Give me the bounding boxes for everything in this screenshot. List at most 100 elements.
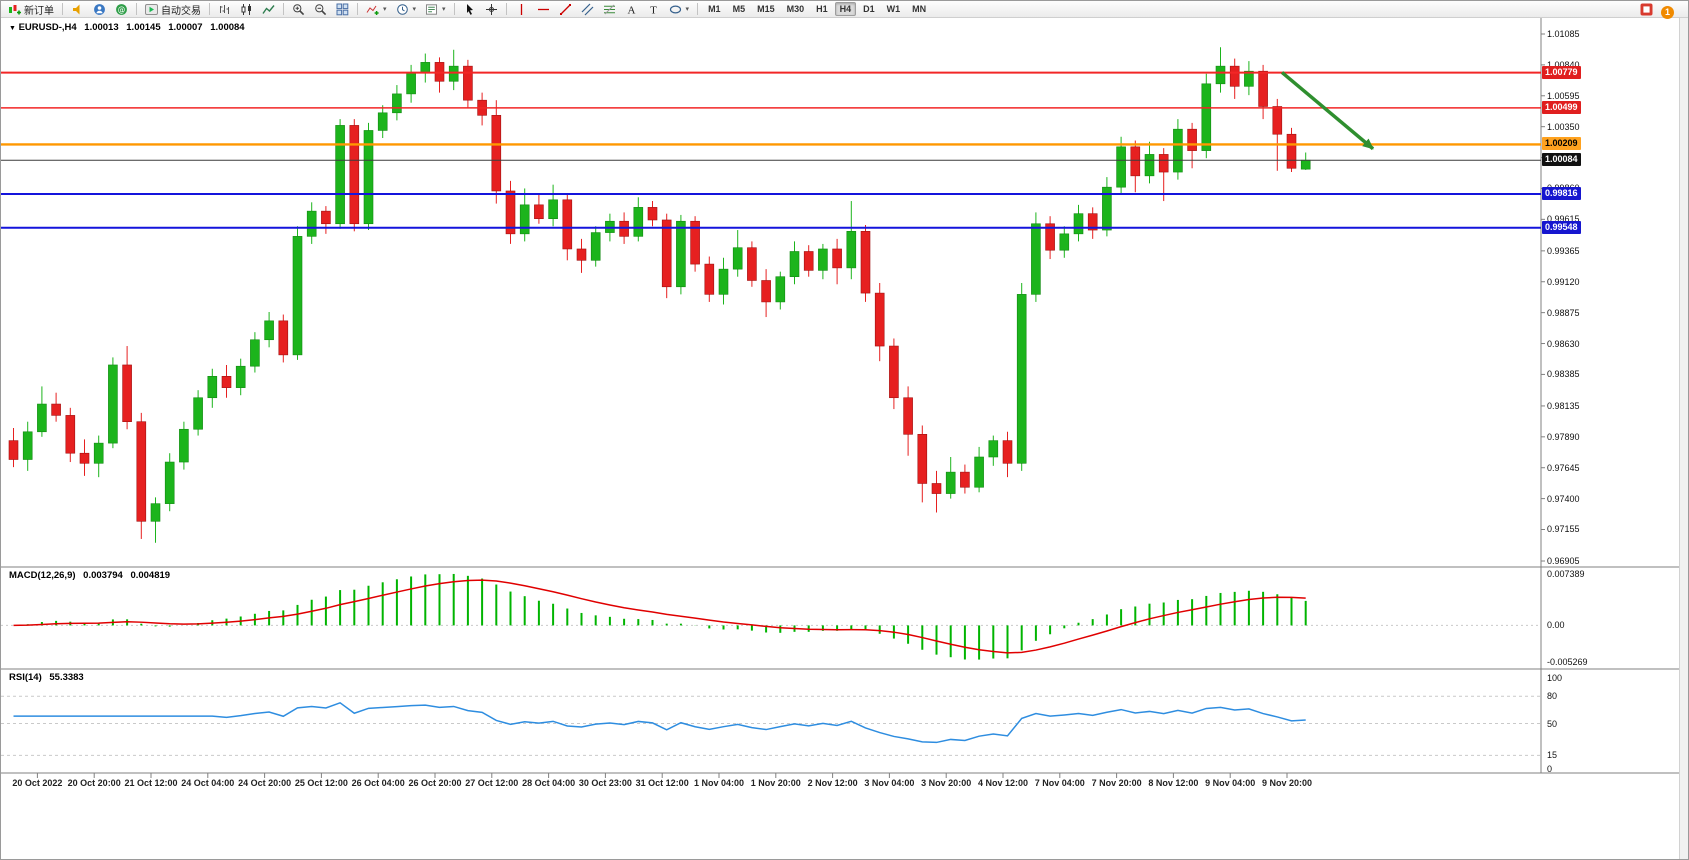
- time-axis-label: 20 Oct 2022: [12, 778, 63, 788]
- projection-arrow[interactable]: [1280, 71, 1375, 151]
- price-axis-tick: 1.00350: [1547, 121, 1580, 132]
- new-order-icon: [8, 3, 21, 16]
- candlestick-chart-icon: [240, 3, 253, 16]
- time-axis-label: 3 Nov 04:00: [864, 778, 915, 788]
- trendline-icon: [559, 3, 572, 16]
- time-axis-label: 9 Nov 20:00: [1261, 778, 1313, 788]
- candlestick-chart-button[interactable]: [236, 2, 257, 17]
- svg-text:A: A: [627, 4, 635, 16]
- text-label-icon: T: [647, 3, 660, 16]
- price-axis-tick: 0.97400: [1547, 493, 1580, 504]
- toolbar-separator: [697, 3, 699, 15]
- close-value: 1.00084: [210, 22, 245, 33]
- price-axis-tick: 0.98875: [1547, 307, 1580, 318]
- line-chart-button[interactable]: [258, 2, 279, 17]
- vertical-line-button[interactable]: [511, 2, 532, 17]
- horizontal-line-icon: [537, 3, 550, 16]
- alerts-button[interactable]: [67, 2, 88, 17]
- timeframe-m5-button[interactable]: M5: [732, 4, 746, 14]
- candles: [8, 47, 1311, 543]
- bar-chart-icon: [218, 3, 231, 16]
- equidistant-channel-button[interactable]: [577, 2, 598, 17]
- time-axis-label: 1 Nov 04:00: [693, 778, 745, 788]
- collapse-triangle-icon[interactable]: ▼: [9, 25, 16, 32]
- tile-windows-button[interactable]: [332, 2, 353, 17]
- shapes-button[interactable]: ▾: [665, 2, 694, 17]
- timeframe-m1-button[interactable]: M1: [708, 4, 721, 14]
- notification-badge[interactable]: 1: [1661, 5, 1674, 19]
- macd-main-value: 0.003794: [83, 570, 123, 581]
- fibonacci-button[interactable]: [599, 2, 620, 17]
- timeframe-m15-button[interactable]: M15: [757, 4, 775, 14]
- horizontal-line-button[interactable]: [533, 2, 554, 17]
- price-axis-tick: 1.00595: [1547, 90, 1580, 101]
- price-axis-tick: 0.98630: [1547, 338, 1580, 349]
- bar-chart-button[interactable]: [214, 2, 235, 17]
- toolbar-separator: [136, 3, 137, 15]
- time-axis-label: 27 Oct 12:00: [465, 778, 519, 788]
- timeframe-m30-button[interactable]: M30: [786, 4, 805, 14]
- time-axis-label: 26 Oct 20:00: [408, 778, 462, 788]
- text-button[interactable]: A: [621, 2, 642, 17]
- notification-icon[interactable]: [1640, 3, 1653, 21]
- price-line-badge[interactable]: 0.99548: [1542, 220, 1581, 234]
- toolbar-separator: [283, 3, 284, 15]
- price-axis-tick: 0.97890: [1547, 431, 1580, 442]
- indicators-button[interactable]: ▾: [362, 2, 391, 17]
- price-line-badge[interactable]: 1.00209: [1542, 137, 1581, 151]
- zoom-out-button[interactable]: [310, 2, 331, 17]
- time-axis-label: 30 Oct 23:00: [578, 778, 632, 788]
- price-line-badge[interactable]: 1.00779: [1542, 65, 1581, 79]
- clock-icon: [396, 3, 409, 16]
- new-order-label: 新订单: [24, 5, 54, 17]
- zoom-in-button[interactable]: [288, 2, 309, 17]
- horizontal-price-lines[interactable]: [1, 71, 1541, 229]
- low-value: 1.00007: [168, 22, 203, 33]
- price-axis-tick: 1.01085: [1547, 29, 1580, 39]
- price-line-badge[interactable]: 1.00499: [1542, 100, 1581, 114]
- toolbar-separator: [453, 3, 455, 15]
- time-axis-label: 4 Nov 12:00: [977, 778, 1029, 788]
- cursor-button[interactable]: [459, 2, 480, 17]
- template-icon: [425, 3, 438, 16]
- time-axis-label: 24 Oct 20:00: [238, 778, 292, 788]
- symbol-period-label: EURUSD-,H4: [18, 22, 77, 33]
- mql5-button[interactable]: @: [111, 2, 132, 17]
- rsi-axis-tick: 100: [1547, 673, 1563, 683]
- new-order-button[interactable]: 新订单: [4, 2, 58, 17]
- crosshair-button[interactable]: [481, 2, 502, 17]
- price-line-badge[interactable]: 1.00084: [1542, 153, 1581, 167]
- text-label-button[interactable]: T: [643, 2, 664, 17]
- trendline-button[interactable]: [555, 2, 576, 17]
- timeframe-h4-button[interactable]: H4: [834, 2, 857, 16]
- time-axis-label: 3 Nov 20:00: [921, 778, 972, 788]
- vertical-line-icon: [515, 3, 528, 16]
- timeframe-d1-button[interactable]: D1: [863, 4, 875, 14]
- tile-windows-icon: [336, 3, 349, 16]
- alert-horn-icon: [71, 3, 84, 16]
- right-scrollbar[interactable]: [1679, 18, 1688, 859]
- time-axis-label: 21 Oct 12:00: [124, 778, 178, 788]
- mql5-icon: @: [115, 3, 128, 16]
- rsi-axis-tick: 80: [1547, 691, 1558, 702]
- shapes-icon: [669, 3, 682, 16]
- timeframe-w1-button[interactable]: W1: [886, 4, 901, 14]
- price-axis-tick: 0.97645: [1547, 462, 1580, 473]
- high-value: 1.00145: [126, 22, 161, 33]
- rsi-axis-tick: 0: [1547, 764, 1553, 774]
- profile-button[interactable]: [89, 2, 110, 17]
- autotrading-button[interactable]: 自动交易: [141, 2, 205, 17]
- periods-button[interactable]: ▾: [392, 2, 421, 17]
- svg-text:@: @: [118, 5, 126, 14]
- autotrading-icon: [145, 3, 158, 16]
- symbol-ohlc-label: ▼ EURUSD-,H4 1.00013 1.00145 1.00007 1.0…: [9, 22, 245, 33]
- toolbar-separator: [505, 3, 507, 15]
- timeframe-h1-button[interactable]: H1: [816, 4, 828, 14]
- channel-icon: [581, 3, 594, 16]
- templates-button[interactable]: ▾: [421, 2, 450, 17]
- toolbar-separator: [209, 3, 210, 15]
- price-line-badge[interactable]: 0.99816: [1542, 186, 1581, 200]
- timeframe-mn-button[interactable]: MN: [912, 4, 927, 14]
- price-axis-tick: 0.97155: [1547, 524, 1580, 535]
